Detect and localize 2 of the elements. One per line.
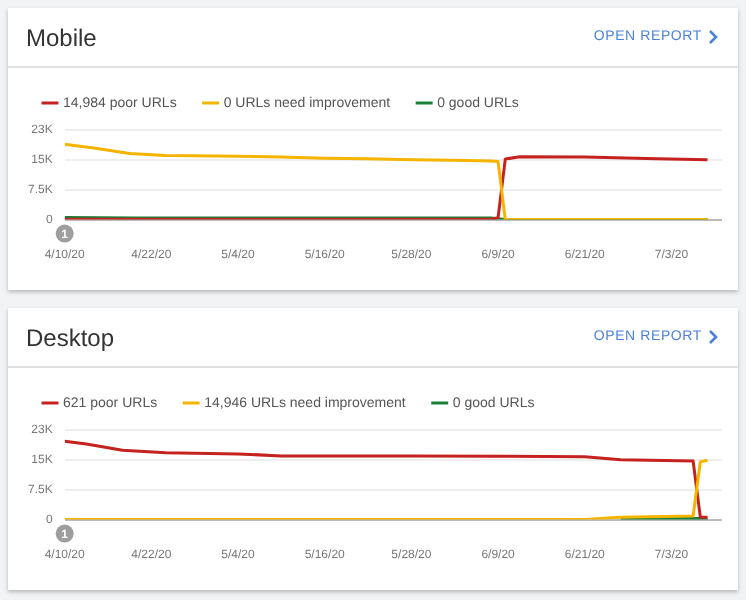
chart-title: Desktop — [26, 324, 115, 352]
chart-title: Mobile — [26, 24, 97, 52]
